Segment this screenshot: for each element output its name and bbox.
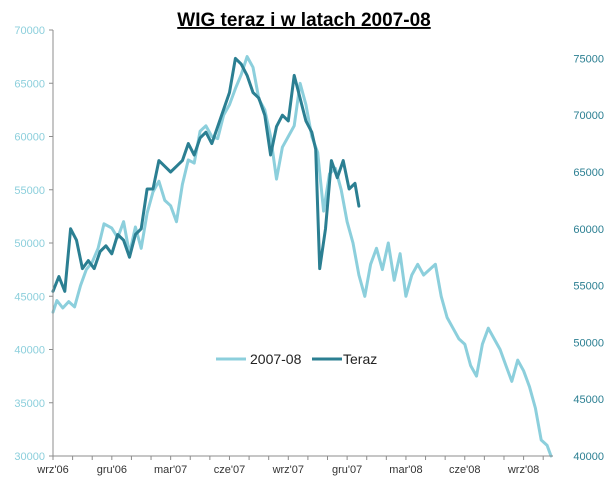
x-tick-label: wrz'08 (507, 464, 539, 476)
x-tick-label: mar'08 (389, 464, 422, 476)
right-tick-label: 65000 (573, 167, 604, 179)
left-tick-label: 60000 (14, 132, 45, 144)
left-tick-label: 30000 (14, 451, 45, 463)
left-tick-label: 55000 (14, 185, 45, 197)
legend: 2007-08 Teraz (216, 351, 377, 367)
x-tick-label: wrz'07 (272, 464, 304, 476)
x-tick-label: gru'07 (332, 464, 362, 476)
right-tick-label: 50000 (573, 337, 604, 349)
right-tick-label: 40000 (573, 451, 604, 463)
left-tick-label: 45000 (14, 291, 45, 303)
series-line-1 (51, 55, 553, 458)
left-tick-label: 70000 (14, 25, 45, 37)
series-line-2 (51, 56, 361, 293)
x-tick-label: wrz'06 (36, 464, 68, 476)
x-axis: wrz'06 gru'06 mar'07 cze'07 wrz'07 gru'07 mar'… (36, 455, 553, 476)
right-tick-label: 70000 (573, 110, 604, 122)
right-tick-label: 45000 (573, 394, 604, 406)
left-y-axis: 30000 35000 40000 45000 50000 55000 60000 65000… (14, 25, 54, 463)
left-tick-label: 40000 (14, 345, 45, 357)
right-tick-label: 75000 (573, 53, 604, 65)
x-tick-label: gru'06 (97, 464, 127, 476)
right-tick-label: 60000 (573, 224, 604, 236)
left-tick-label: 35000 (14, 398, 45, 410)
x-tick-label: cze'07 (214, 464, 245, 476)
legend-label-series-1: 2007-08 (250, 351, 302, 367)
legend-label-series-2: Teraz (343, 351, 377, 367)
plot-area (51, 55, 553, 458)
left-tick-label: 65000 (14, 78, 45, 90)
right-tick-label: 55000 (573, 281, 604, 293)
x-tick-label: mar'07 (154, 464, 187, 476)
chart-title: WIG teraz i w latach 2007-08 (177, 10, 430, 31)
right-y-axis: 40000 45000 50000 55000 60000 65000 70000 75000 (573, 53, 604, 463)
left-tick-label: 50000 (14, 238, 45, 250)
x-tick-label: cze'08 (449, 464, 480, 476)
